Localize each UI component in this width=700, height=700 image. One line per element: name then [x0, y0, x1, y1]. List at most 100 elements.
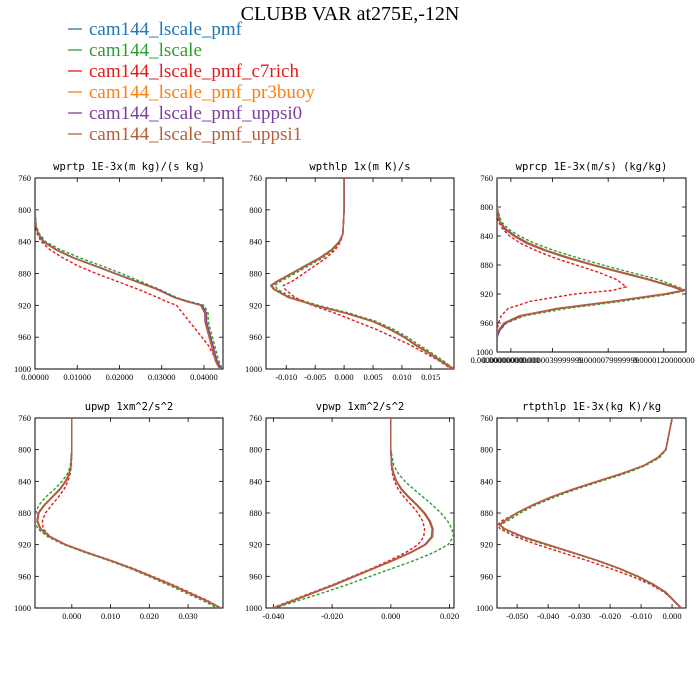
panel: upwp 1xm^2/s^2 760 800 840 880 920 960 1000 0.00… — [14, 401, 224, 621]
x-tick-label: 0.0000039999999 — [522, 355, 584, 365]
plot-frame — [496, 417, 687, 609]
panel: wprtp 1E-3x(m kg)/(s kg) 760 800 840 880 920 9… — [14, 161, 224, 382]
x-tick-label: -0.020 — [599, 611, 621, 621]
y-tick-label: 1000 — [476, 347, 493, 357]
x-tick-label: 0.005 — [363, 372, 382, 382]
y-tick-label: 920 — [480, 289, 493, 299]
x-tick-label: 0.015 — [421, 372, 440, 382]
y-tick-label: 800 — [249, 205, 262, 215]
y-tick-label: 880 — [480, 260, 493, 270]
y-tick-label: 960 — [18, 332, 31, 342]
y-tick-label: 880 — [18, 269, 31, 279]
legend-entry: cam144_lscale — [89, 40, 202, 61]
y-tick-label: 960 — [480, 571, 493, 581]
y-tick-label: 960 — [480, 318, 493, 328]
series-line — [497, 418, 682, 608]
y-tick-label: 1000 — [14, 603, 31, 613]
series-line — [35, 178, 221, 369]
panel: wpthlp 1x(m K)/s 760 800 840 880 920 960 1000 -0… — [245, 161, 455, 382]
panel: vpwp 1xm^2/s^27608008408809209601000-0.0… — [245, 401, 459, 621]
series-line — [497, 178, 628, 352]
y-tick-label: 760 — [18, 173, 31, 183]
legend-entry: cam144_lscale_pmf_c7rich — [89, 61, 299, 82]
y-tick-label: 800 — [480, 202, 493, 212]
y-tick-label: 960 — [249, 332, 262, 342]
series-line — [36, 418, 222, 608]
series-line — [273, 418, 433, 608]
y-tick-label: 920 — [480, 540, 493, 550]
series-line — [41, 418, 222, 608]
series-line — [36, 418, 221, 608]
series-line — [270, 178, 454, 369]
series-line — [36, 418, 222, 608]
panel-title: rtpthlp 1E-3x(kg K)/kg — [522, 401, 661, 413]
x-tick-label: 0.000 — [335, 372, 354, 382]
y-tick-label: 1000 — [14, 364, 31, 374]
series-line — [273, 178, 454, 369]
x-tick-label: 0.04000 — [190, 372, 218, 382]
x-tick-label: -0.020 — [321, 611, 343, 621]
series-line — [35, 178, 222, 369]
x-tick-label: 0.010 — [101, 611, 120, 621]
series-line — [274, 418, 454, 608]
y-tick-label: 840 — [249, 476, 262, 486]
y-tick-label: 880 — [18, 508, 31, 518]
panel-title: wprcp 1E-3x(m/s) (kg/kg) — [516, 161, 668, 173]
x-tick-label: 0.00000000000 — [470, 355, 523, 365]
y-tick-label: 760 — [249, 173, 262, 183]
x-tick-label: -0.050 — [506, 611, 528, 621]
series-line — [498, 418, 682, 608]
panel-title: upwp 1xm^2/s^2 — [85, 401, 174, 413]
series-line — [273, 418, 433, 608]
x-tick-label: -0.040 — [537, 611, 559, 621]
legend-entry: cam144_lscale_pmf_pr3buoy — [89, 82, 315, 103]
y-tick-label: 960 — [249, 571, 262, 581]
figure-title: CLUBB VAR at275E,-12N — [241, 3, 460, 25]
x-tick-label: 0.03000 — [148, 372, 176, 382]
panel: rtpthlp 1E-3x(kg K)/kg 760 800 840 880 920 960… — [476, 401, 687, 621]
series-line — [270, 178, 454, 369]
series-line — [274, 418, 434, 608]
x-tick-label: -0.010 — [630, 611, 652, 621]
y-tick-label: 920 — [18, 300, 31, 310]
series-line — [499, 418, 682, 608]
series-line — [35, 178, 222, 369]
y-tick-label: 920 — [18, 540, 31, 550]
y-tick-label: 800 — [18, 205, 31, 215]
legend-entry: cam144_lscale_pmf — [89, 19, 243, 40]
y-tick-label: 880 — [480, 508, 493, 518]
x-tick-label: 0.020 — [440, 611, 459, 621]
x-tick-label: -0.040 — [262, 611, 284, 621]
x-tick-label: -0.030 — [568, 611, 590, 621]
series-line — [273, 418, 434, 608]
x-tick-label: 0.000000000000 — [482, 355, 539, 365]
x-tick-label: 0.030 — [179, 611, 198, 621]
x-tick-label: 0.000 — [62, 611, 81, 621]
series-line — [36, 418, 222, 608]
y-tick-label: 960 — [18, 571, 31, 581]
y-tick-label: 880 — [249, 269, 262, 279]
y-tick-label: 840 — [480, 476, 493, 486]
x-tick-label: -0.010 — [275, 372, 297, 382]
series-line — [498, 418, 682, 608]
y-tick-label: 760 — [18, 413, 31, 423]
plot-frame — [34, 177, 224, 370]
y-tick-label: 880 — [249, 508, 262, 518]
legend: cam144_lscale_pmfcam144_lscalecam144_lsc… — [68, 19, 315, 145]
y-tick-label: 800 — [249, 445, 262, 455]
series-line — [35, 178, 223, 369]
series-line — [282, 178, 452, 369]
series-line — [35, 178, 221, 369]
x-tick-label: 0.0000079999999 — [577, 355, 639, 365]
series-line — [497, 178, 685, 352]
x-tick-label: 0.01000 — [63, 372, 91, 382]
x-tick-label: 0.000 — [381, 611, 400, 621]
y-tick-label: 840 — [249, 237, 262, 247]
legend-entry: cam144_lscale_pmf_uppsi0 — [89, 103, 302, 124]
x-tick-label: 0.00000 — [21, 372, 49, 382]
panels: wprtp 1E-3x(m kg)/(s kg) 760 800 840 880 920 9… — [14, 161, 695, 621]
x-tick-label: 0.02000 — [106, 372, 134, 382]
plot-frame — [34, 417, 224, 609]
y-tick-label: 1000 — [476, 603, 493, 613]
